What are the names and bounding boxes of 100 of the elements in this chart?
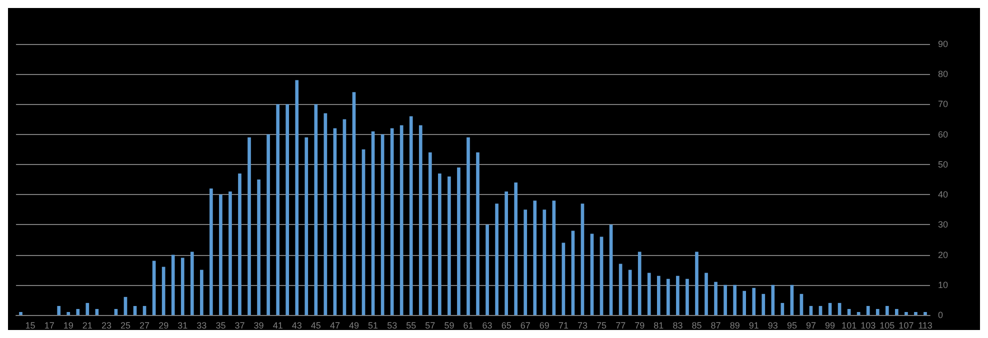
bar [704, 272, 708, 315]
x-tick-label: 99 [825, 320, 836, 330]
bar [286, 104, 290, 315]
x-tick-label: 15 [25, 320, 36, 330]
y-tick-label: 80 [938, 69, 948, 80]
bar [276, 104, 280, 315]
bar [266, 134, 270, 315]
bar [495, 204, 498, 315]
bar [695, 252, 698, 315]
x-tick-label: 19 [63, 320, 74, 330]
bar [800, 294, 804, 315]
bar [552, 200, 556, 315]
bar [609, 224, 613, 315]
y-tick-label: 30 [938, 220, 948, 230]
bar [771, 284, 775, 315]
x-tick-label: 31 [178, 320, 188, 330]
x-tick-label: 103 [860, 320, 876, 330]
bar [618, 264, 622, 315]
x-tick-label: 23 [101, 320, 112, 330]
bar [504, 192, 508, 315]
bar [600, 236, 604, 315]
bar [409, 116, 413, 315]
bar [428, 152, 432, 315]
x-tick-label: 41 [272, 320, 283, 330]
bar [904, 312, 908, 315]
bar [724, 284, 727, 315]
y-tick-label: 90 [938, 39, 948, 49]
x-tick-label: 77 [616, 320, 626, 330]
x-tick-label: 33 [196, 320, 207, 330]
bar [162, 266, 166, 315]
bar [400, 125, 404, 315]
bar [790, 284, 794, 315]
bar [466, 137, 470, 315]
x-tick-label: 95 [786, 320, 797, 330]
bar [885, 306, 889, 315]
y-tick-label: 10 [938, 280, 948, 290]
bar [210, 188, 213, 315]
bar [457, 167, 460, 315]
bar [924, 312, 927, 315]
bar [57, 306, 61, 315]
bar [95, 308, 99, 315]
y-tick-label: 60 [938, 129, 948, 140]
bar [486, 224, 489, 315]
bar [714, 282, 718, 315]
bar [676, 276, 680, 315]
x-tick-label: 35 [216, 320, 226, 330]
bar [314, 104, 318, 315]
bar [352, 92, 356, 315]
y-tick-label: 50 [938, 159, 948, 170]
bar [390, 128, 394, 315]
x-tick-label: 49 [348, 320, 359, 330]
bar [171, 254, 175, 315]
bar [590, 234, 594, 315]
x-tick-label: 65 [501, 320, 512, 330]
y-tick-label: 20 [938, 250, 948, 260]
bar [142, 306, 146, 315]
x-tick-label: 101 [842, 320, 857, 330]
x-tick-label: 37 [234, 320, 245, 330]
bar [524, 210, 528, 315]
x-tick-label: 85 [692, 320, 702, 330]
bar [19, 312, 22, 315]
x-tick-label: 17 [44, 320, 54, 330]
bar [304, 137, 308, 315]
bar [647, 272, 651, 315]
bar [752, 288, 756, 315]
x-tick-label: 91 [748, 320, 759, 330]
bar [228, 192, 232, 315]
x-tick-label: 39 [254, 320, 264, 330]
x-tick-label: 55 [406, 320, 416, 330]
bar [847, 308, 851, 315]
x-tick-label: 53 [387, 320, 398, 330]
x-tick-label: 27 [140, 320, 150, 330]
y-tick-label: 0 [938, 310, 944, 320]
x-tick-label: 45 [310, 320, 321, 330]
x-tick-label: 63 [482, 320, 492, 330]
bar [571, 230, 575, 315]
x-tick-label: 93 [768, 320, 778, 330]
x-tick-label: 57 [425, 320, 436, 330]
x-tick-label: 105 [880, 320, 895, 330]
bar [686, 278, 689, 315]
bar [66, 312, 70, 315]
bar [200, 270, 204, 315]
bar [362, 149, 366, 315]
bar [666, 278, 670, 315]
x-tick-label: 25 [120, 320, 130, 330]
x-tick-label: 83 [672, 320, 683, 330]
x-tick-label: 107 [898, 320, 914, 330]
bar [152, 260, 156, 315]
bar [818, 306, 822, 315]
bar [438, 173, 442, 315]
x-tick-label: 79 [634, 320, 645, 330]
x-tick-label: 51 [368, 320, 378, 330]
bar [180, 258, 184, 315]
bar [562, 242, 566, 315]
bar [76, 308, 80, 315]
bar [133, 306, 137, 315]
bar [238, 173, 242, 315]
x-tick-label: 73 [577, 320, 588, 330]
x-tick-label: 67 [520, 320, 530, 330]
x-tick-label: 61 [463, 320, 474, 330]
